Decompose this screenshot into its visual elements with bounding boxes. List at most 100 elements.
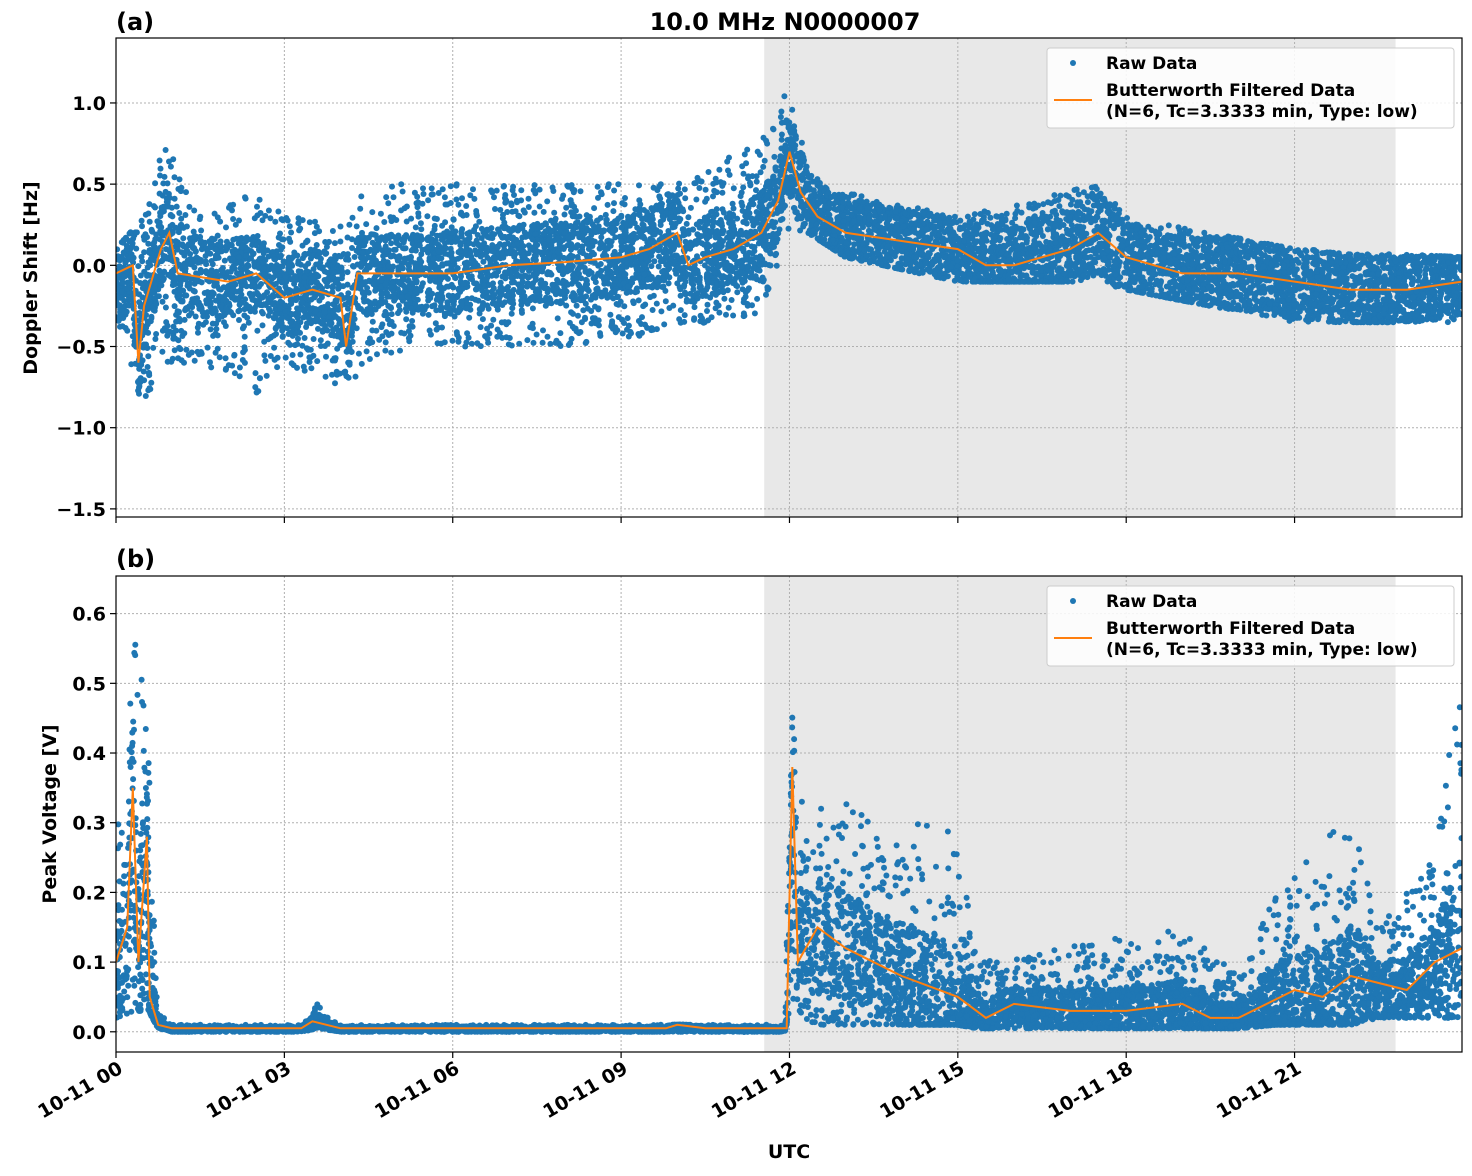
raw-data-point [632,206,638,212]
raw-data-point [418,251,424,257]
raw-data-point [210,333,216,339]
raw-data-point [526,204,532,210]
raw-data-point [531,210,537,216]
raw-data-point [450,338,456,344]
raw-data-point [345,306,351,312]
raw-data-point [223,355,229,361]
raw-data-point [1415,278,1421,284]
raw-data-point [1068,202,1074,208]
raw-data-point [574,303,580,309]
raw-data-point [236,317,242,323]
raw-data-point [257,375,263,381]
raw-data-point [560,193,566,199]
raw-data-point [418,220,424,226]
raw-data-point [398,330,404,336]
raw-data-point [150,345,156,351]
raw-data-point [676,181,682,187]
raw-data-point [706,169,712,175]
raw-data-point [1149,227,1155,233]
raw-data-point [1458,257,1464,263]
raw-data-point [199,351,205,357]
raw-data-point [274,364,280,370]
raw-data-point [1422,271,1428,277]
raw-data-point [656,264,662,270]
raw-data-point [221,319,227,325]
raw-data-point [287,223,293,229]
raw-data-point [261,352,267,358]
raw-data-point [223,224,229,230]
raw-data-point [694,231,700,237]
raw-data-point [545,334,551,340]
raw-data-point [408,216,414,222]
raw-data-point [509,311,515,317]
raw-data-point [692,304,698,310]
raw-data-point [163,305,169,311]
raw-data-point [415,204,421,210]
raw-data-point [957,218,963,224]
raw-data-point [183,189,189,195]
raw-data-point [369,209,375,215]
raw-data-point [389,184,395,190]
raw-data-point [195,330,201,336]
raw-data-point [551,210,557,216]
y-tick-label: −0.5 [56,337,106,359]
raw-data-point [297,352,303,358]
raw-data-point [967,219,973,225]
raw-data-point [262,358,268,364]
panel-a-label: (a) [116,8,154,36]
raw-data-point [356,351,362,357]
raw-data-point [159,349,165,355]
raw-data-point [606,181,612,187]
raw-data-point [703,187,709,193]
raw-data-point [226,301,232,307]
raw-data-point [207,359,213,365]
raw-data-point [459,195,465,201]
raw-data-point [276,242,282,248]
raw-data-point [1350,283,1356,289]
raw-data-point [739,203,745,209]
y-tick-label: 0.5 [72,174,106,196]
raw-data-point [354,223,360,229]
raw-data-point [413,224,419,230]
raw-data-point [152,180,158,186]
raw-data-point [307,219,313,225]
raw-data-point [420,201,426,207]
raw-data-point [685,214,691,220]
raw-data-point [338,224,344,230]
raw-data-point [1062,244,1068,250]
raw-data-point [1246,298,1252,304]
raw-data-point [439,325,445,331]
raw-data-point [114,246,120,252]
raw-data-point [1072,187,1078,193]
raw-data-point [445,276,451,282]
raw-data-point [1018,234,1024,240]
raw-data-point [716,310,722,316]
raw-data-point [637,201,643,207]
raw-data-point [244,315,250,321]
raw-data-point [203,319,209,325]
raw-data-point [148,380,154,386]
raw-data-point [432,216,438,222]
raw-data-point [345,290,351,296]
raw-data-point [222,258,228,264]
raw-data-point [383,194,389,200]
raw-data-point [698,178,704,184]
raw-data-point [611,200,617,206]
raw-data-point [647,294,653,300]
raw-data-point [124,328,130,334]
raw-data-point [726,305,732,311]
raw-data-point [562,212,568,218]
raw-data-point [678,307,684,313]
raw-data-point [530,325,536,331]
raw-data-point [725,287,731,293]
raw-data-point [120,280,126,286]
panel-b-label: (b) [116,545,155,573]
raw-data-point [420,185,426,191]
raw-data-point [257,197,263,203]
raw-data-point [168,223,174,229]
raw-data-point [684,297,690,303]
raw-data-point [526,196,532,202]
y-tick-label: −1.5 [56,499,106,521]
raw-data-point [1166,222,1172,228]
